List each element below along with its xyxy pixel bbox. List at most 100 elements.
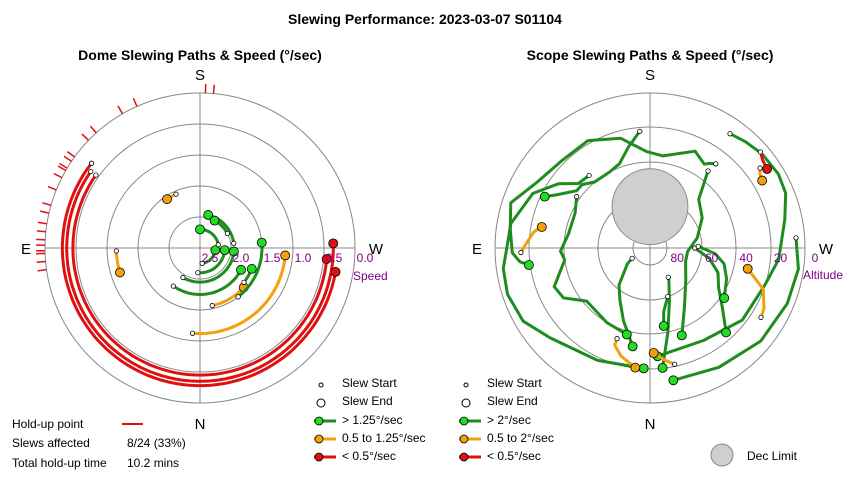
scope-slew-path	[657, 132, 788, 358]
scope-slew-path	[693, 246, 728, 333]
dome-slew-arc	[172, 269, 243, 296]
speed-tick-label: 2.0	[233, 251, 250, 265]
scope-slew-start-point	[657, 362, 668, 373]
dome-slew-arc	[192, 255, 287, 335]
scope-legend: Slew Start Slew End > 2°/sec 0.5 to 2°/s…	[459, 376, 798, 467]
scope-slew-path	[697, 244, 729, 299]
scope-slew-end-point	[695, 243, 701, 249]
compass-n-dome: N	[195, 416, 206, 433]
legend-start-marker	[463, 382, 469, 388]
scope-slew-start-point	[762, 164, 772, 174]
holdup-point-mark	[53, 172, 63, 179]
legend-slow-marker	[459, 452, 469, 462]
dome-slew-start-point	[236, 264, 246, 275]
dome-slew-start-point	[280, 250, 291, 261]
scope-slew-start-point	[648, 348, 659, 358]
dome-slew-end-point	[231, 240, 237, 246]
legend-medium-marker	[314, 434, 324, 444]
scope-slew-end-point	[705, 168, 711, 174]
holdup-point-mark	[37, 221, 48, 225]
dome-slew-start-point	[209, 215, 220, 226]
legend-end-marker	[461, 398, 471, 408]
legend-fast-marker	[314, 416, 324, 426]
dome-slew-arc	[65, 170, 335, 383]
scope-grid	[494, 92, 806, 404]
legend-label: Dec Limit	[747, 449, 798, 463]
dome-slew-end-point	[199, 260, 205, 266]
holdup-point-mark	[47, 185, 57, 191]
scope-slew-start-point	[524, 260, 534, 270]
holdup-point-mark	[81, 133, 90, 141]
scope-slew-end-point	[665, 293, 671, 300]
scope-slew-end-point	[629, 255, 635, 261]
dome-slew-arc	[60, 162, 337, 388]
scope-slew-start-point	[536, 222, 547, 232]
legend-slow-marker	[314, 452, 324, 462]
dome-slew-start-point	[162, 194, 172, 205]
scope-radial-axis-label: Altitude	[803, 268, 843, 282]
dome-slew-start-point	[195, 224, 205, 235]
scope-slew-path	[519, 225, 543, 254]
dome-slew-end-point	[88, 168, 94, 175]
scope-slew-end-point	[586, 172, 592, 179]
altitude-tick-label: 40	[739, 251, 753, 265]
scope-slew-start-point	[757, 175, 768, 186]
dome-slew-start-point	[115, 267, 125, 278]
dome-slew-end-point	[180, 274, 186, 281]
scope-slew-end-point	[727, 131, 733, 137]
holdup-point-mark	[132, 97, 138, 107]
scope-slew-start-point	[621, 329, 632, 340]
holdup-point-mark	[37, 268, 47, 272]
dome-slew-start-point	[219, 245, 230, 256]
total-holdup-label: Total hold-up time	[12, 456, 107, 470]
scope-slew-start-point	[719, 293, 730, 303]
legend-fast-marker	[459, 416, 469, 426]
scope-slew-path	[501, 174, 644, 370]
legend-label: < 0.5°/sec	[342, 449, 396, 463]
speed-tick-label: 1.0	[295, 251, 312, 265]
scope-slew-path	[746, 267, 766, 318]
altitude-tick-label: 80	[671, 251, 685, 265]
dome-slew-start-point	[321, 254, 332, 264]
scope-altitude-ticks: 80 60 40 20 0	[671, 251, 819, 265]
dome-slew-arc	[71, 174, 329, 377]
scope-slew-end-point	[614, 336, 620, 342]
speed-tick-label: 0.0	[357, 251, 374, 265]
scope-slew-end-point	[665, 274, 671, 280]
legend-label: Slew Start	[342, 376, 397, 390]
dome-slew-end-point	[88, 160, 95, 166]
dome-slew-end-point	[113, 248, 119, 254]
holdup-point-mark	[57, 165, 67, 172]
scope-slew-end-point	[637, 128, 643, 134]
legend-medium-marker	[459, 434, 469, 444]
scope-slew-end-point	[672, 361, 678, 367]
scope-slew-path	[552, 196, 628, 336]
speed-tick-label: 2.5	[202, 251, 219, 265]
dome-slew-end-point	[93, 172, 99, 178]
scope-slew-paths	[501, 128, 800, 386]
dome-slew-start-point	[229, 246, 239, 257]
scope-slew-path	[680, 170, 710, 336]
compass-e-scope: E	[472, 241, 482, 258]
altitude-tick-label: 60	[705, 251, 719, 265]
dome-slew-start-point	[330, 267, 341, 277]
holdup-point-mark	[40, 210, 50, 214]
dome-panel: Dome Slewing Paths & Speed (°/sec) 2.5 2.…	[21, 47, 388, 433]
scope-slew-path	[613, 338, 637, 369]
holdup-point-mark	[63, 155, 72, 162]
dome-slew-end-point	[215, 242, 221, 248]
scope-slew-end-point	[518, 249, 524, 256]
total-holdup-value: 10.2 mins	[127, 456, 179, 470]
dome-slew-end-point	[235, 294, 241, 300]
holdup-point-mark	[117, 105, 124, 115]
holdup-point-label: Hold-up point	[12, 417, 84, 431]
scope-slew-end-point	[758, 314, 764, 320]
compass-s-scope: S	[645, 67, 655, 84]
speed-tick-label: 1.5	[264, 251, 281, 265]
legend-label: > 2°/sec	[487, 413, 531, 427]
dec-limit-circle	[611, 168, 689, 246]
dome-slew-start-point	[246, 264, 257, 274]
dome-slew-paths	[60, 160, 341, 388]
dome-slew-start-point	[203, 210, 214, 220]
